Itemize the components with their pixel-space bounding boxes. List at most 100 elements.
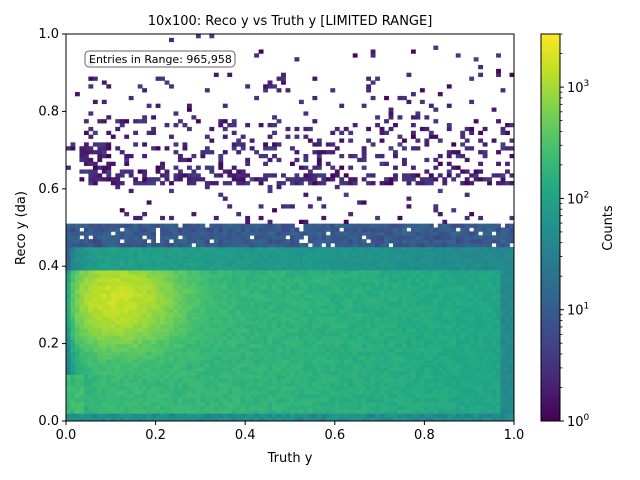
heatmap-cell	[101, 235, 107, 240]
heatmap-cell	[397, 293, 403, 298]
heatmap-cell	[186, 393, 192, 399]
heatmap-cell	[119, 270, 125, 275]
heatmap-cell	[428, 409, 434, 414]
heatmap-cell	[209, 308, 215, 314]
heatmap-cell	[240, 277, 246, 283]
heatmap-cell	[464, 409, 470, 414]
heatmap-cell	[482, 382, 488, 387]
heatmap-cell	[348, 417, 354, 422]
heatmap-cell	[451, 355, 457, 360]
heatmap-cell	[424, 293, 430, 298]
heatmap-cell	[258, 246, 264, 252]
heatmap-cell	[88, 417, 94, 422]
heatmap-cell	[348, 277, 354, 283]
heatmap-cell	[74, 382, 80, 387]
heatmap-cell	[97, 405, 103, 410]
heatmap-cell	[361, 378, 367, 383]
heatmap-cell	[478, 343, 484, 348]
heatmap-cell	[124, 239, 130, 244]
heatmap-cell	[146, 320, 152, 325]
heatmap-cell	[245, 239, 251, 244]
heatmap-cell	[442, 378, 448, 383]
heatmap-cell	[137, 281, 143, 286]
heatmap-cell	[272, 374, 277, 379]
heatmap-cell	[478, 417, 484, 422]
heatmap-cell	[115, 312, 121, 317]
heatmap-cell	[151, 312, 156, 317]
heatmap-cell	[155, 266, 161, 271]
heatmap-cell	[442, 374, 448, 379]
heatmap-cell	[245, 405, 251, 410]
heatmap-cell	[245, 351, 251, 356]
heatmap-cell	[276, 397, 282, 403]
heatmap-cell	[361, 362, 367, 368]
heatmap-cell	[258, 312, 264, 317]
heatmap-cell	[316, 382, 322, 387]
heatmap-cell	[357, 316, 363, 321]
heatmap-cell	[106, 297, 112, 302]
heatmap-cell	[151, 413, 156, 418]
heatmap-cell	[119, 331, 125, 337]
heatmap-cell	[88, 308, 94, 314]
heatmap-cell	[312, 254, 318, 259]
heatmap-cell	[357, 308, 363, 314]
heatmap-cell	[339, 374, 345, 379]
heatmap-cell	[294, 304, 300, 310]
heatmap-cell	[406, 231, 412, 236]
heatmap-cell	[209, 266, 215, 271]
heatmap-cell	[410, 413, 416, 418]
heatmap-cell	[285, 316, 291, 321]
heatmap-cell	[240, 374, 246, 379]
heatmap-cell	[66, 250, 71, 255]
heatmap-cell	[200, 397, 206, 403]
heatmap-cell	[415, 262, 421, 267]
heatmap-cell	[70, 386, 76, 391]
heatmap-cell	[361, 347, 367, 352]
heatmap-cell	[384, 390, 389, 395]
heatmap-cell	[200, 405, 206, 410]
heatmap-cell	[357, 277, 363, 283]
heatmap-cell	[298, 235, 304, 240]
heatmap-cell	[491, 390, 497, 395]
heatmap-cell	[446, 235, 452, 240]
heatmap-cell	[397, 270, 403, 275]
heatmap-cell	[424, 281, 430, 286]
heatmap-cell	[339, 250, 345, 255]
heatmap-cell	[312, 362, 318, 368]
heatmap-cell	[110, 417, 116, 422]
heatmap-cell	[146, 316, 152, 321]
heatmap-cell	[500, 335, 506, 341]
heatmap-cell	[473, 308, 479, 314]
heatmap-cell	[245, 308, 251, 314]
heatmap-cell	[106, 262, 112, 267]
heatmap-cell	[222, 304, 228, 310]
heatmap-cell	[218, 409, 224, 414]
heatmap-cell	[446, 227, 452, 232]
heatmap-cell	[74, 301, 80, 306]
heatmap-cell	[119, 231, 125, 236]
heatmap-cell	[160, 231, 165, 236]
heatmap-cell	[428, 273, 434, 279]
heatmap-cell	[151, 359, 156, 364]
heatmap-cell	[200, 223, 206, 228]
heatmap-cell	[442, 347, 448, 352]
heatmap-cell	[200, 339, 206, 344]
heatmap-cell	[200, 343, 206, 348]
heatmap-cell	[164, 246, 170, 252]
heatmap-cell	[379, 308, 385, 314]
heatmap-cell	[442, 417, 448, 422]
heatmap-cell	[218, 266, 224, 271]
heatmap-cell	[272, 254, 277, 259]
heatmap-cell	[133, 366, 139, 372]
heatmap-cell	[424, 390, 430, 395]
heatmap-cell	[124, 347, 130, 352]
heatmap-cell	[321, 246, 327, 252]
heatmap-cell	[254, 382, 260, 387]
heatmap-cell	[137, 355, 143, 360]
heatmap-cell	[66, 223, 71, 228]
heatmap-cell	[505, 405, 510, 410]
heatmap-cell	[321, 362, 327, 368]
heatmap-cell	[334, 304, 340, 310]
heatmap-cell	[334, 266, 340, 271]
heatmap-cell	[245, 339, 251, 344]
